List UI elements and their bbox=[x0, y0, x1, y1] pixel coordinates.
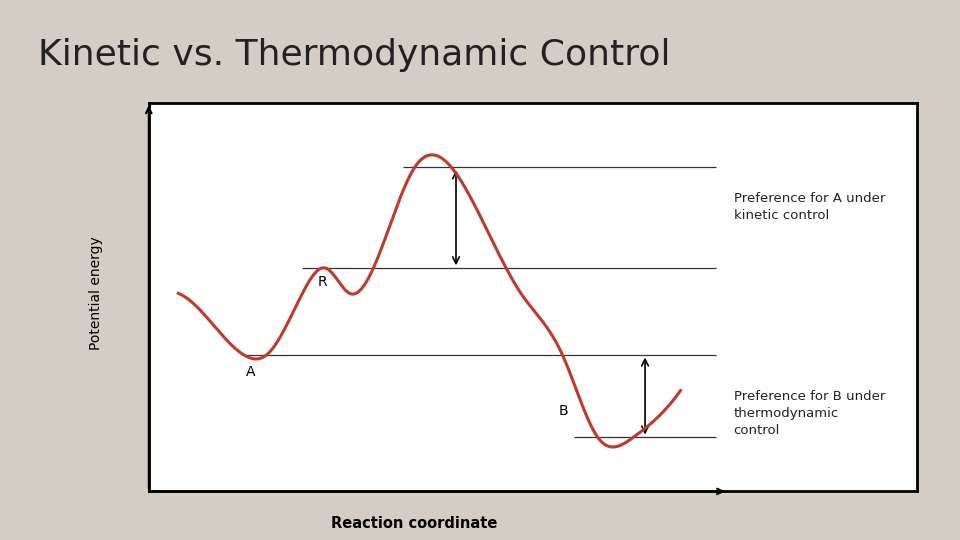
Text: Kinetic vs. Thermodynamic Control: Kinetic vs. Thermodynamic Control bbox=[38, 38, 671, 72]
Text: Preference for A under
kinetic control: Preference for A under kinetic control bbox=[733, 192, 885, 222]
Text: A: A bbox=[247, 366, 255, 380]
Text: B: B bbox=[559, 403, 568, 417]
Text: R: R bbox=[317, 275, 326, 289]
Text: Reaction coordinate: Reaction coordinate bbox=[331, 516, 498, 531]
Text: Potential energy: Potential energy bbox=[88, 237, 103, 350]
Text: Preference for B under
thermodynamic
control: Preference for B under thermodynamic con… bbox=[733, 390, 885, 437]
